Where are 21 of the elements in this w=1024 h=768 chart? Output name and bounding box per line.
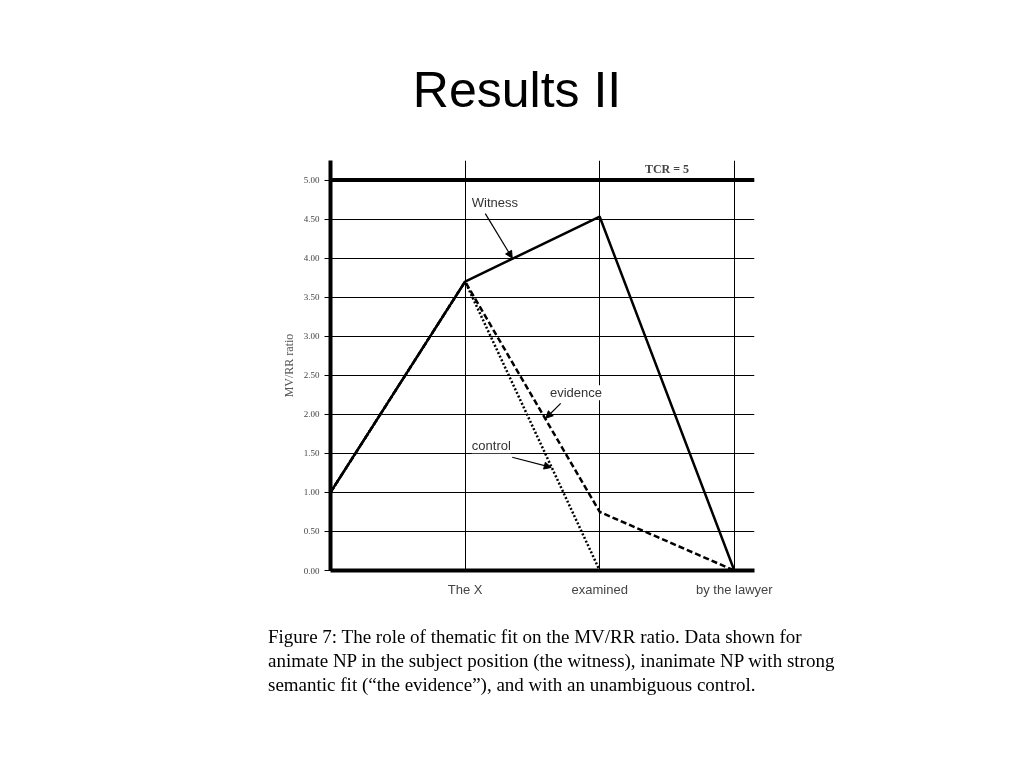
- y-tick-label: 2.50: [303, 370, 320, 381]
- series-label: control: [471, 438, 511, 454]
- x-tick-label: The X: [447, 581, 483, 597]
- caption: Figure 7: The role of thematic fit on the MV/RR ratio. Data shown for animate NP in the subject position (the witness), inanimate NP with strong semantic fit (“the evidence”), and with an unambiguous control.: [268, 625, 836, 697]
- y-tick-label: 4.00: [303, 253, 320, 264]
- y-axis-title: MV/RR ratio: [281, 333, 296, 398]
- chart-title: Results II: [412, 61, 622, 120]
- y-tick-label: 4.50: [303, 214, 320, 225]
- y-tick-label: 1.00: [303, 487, 320, 498]
- y-tick-label: 3.50: [303, 292, 320, 303]
- y-tick-label: 2.00: [303, 409, 320, 420]
- y-tick-label: 1.50: [303, 448, 320, 459]
- ref-line-label: TCR = 5: [644, 162, 690, 177]
- y-tick-label: 0.50: [303, 526, 320, 537]
- y-tick-label: 3.00: [303, 331, 320, 342]
- y-tick-label: 0.00: [303, 565, 320, 576]
- x-tick-label: examined: [571, 581, 628, 597]
- x-tick-label: by the lawyer: [696, 581, 774, 597]
- y-tick-label: 5.00: [303, 175, 320, 186]
- text: Witness: [471, 194, 519, 210]
- series-label: evidence: [549, 385, 602, 401]
